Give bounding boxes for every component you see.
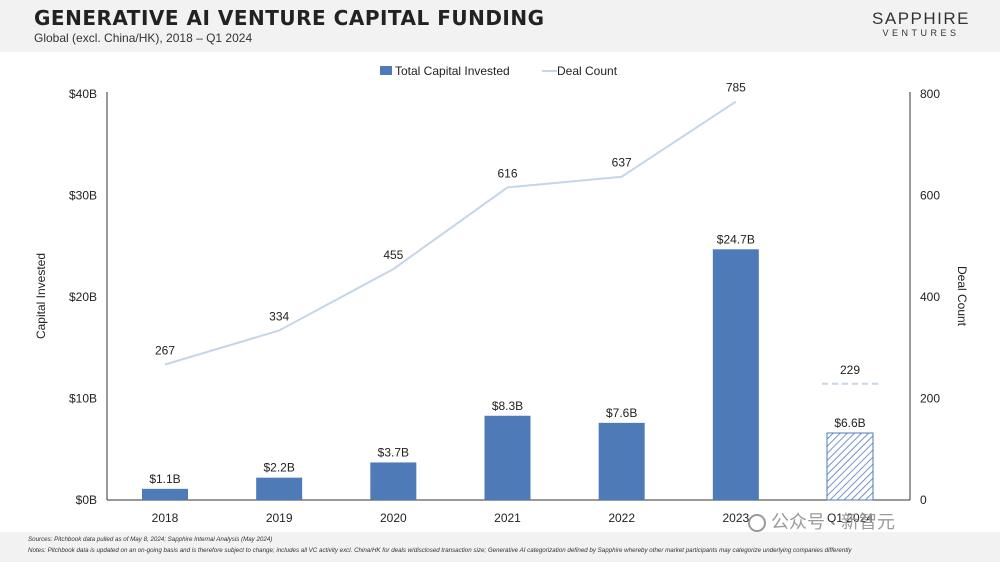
chart-subtitle: Global (excl. China/HK), 2018 – Q1 2024 xyxy=(34,31,253,45)
deal-count-label: 785 xyxy=(726,81,746,95)
x-tick-label: 2022 xyxy=(608,511,635,525)
sources-note: Sources: Pitchbook data pulled as of May… xyxy=(28,536,273,543)
deal-count-label: 616 xyxy=(497,166,517,180)
deal-count-label: 334 xyxy=(269,309,289,323)
y-tick-label: $30B xyxy=(69,189,97,203)
y2-tick-label: 600 xyxy=(920,189,940,203)
bar-capital xyxy=(370,462,417,500)
wechat-icon xyxy=(748,514,766,533)
bar-capital xyxy=(826,432,874,501)
bar-value-label: $24.7B xyxy=(717,232,755,246)
bar-capital xyxy=(256,477,303,500)
notes: Notes: Pitchbook data is updated on an o… xyxy=(28,547,852,554)
y2-tick-label: 400 xyxy=(920,290,940,304)
deal-count-label: 229 xyxy=(840,363,860,377)
legend: Total Capital Invested Deal Count xyxy=(380,64,618,78)
bar-capital xyxy=(598,422,645,500)
chart-svg: Total Capital Invested Deal Count Capita… xyxy=(34,64,969,525)
footer xyxy=(0,532,1000,562)
sapphire-logo: SAPPHIRE VENTURES xyxy=(872,9,970,38)
bar-capital xyxy=(712,249,759,500)
legend-capital-label: Total Capital Invested xyxy=(395,64,510,78)
x-tick-label: 2018 xyxy=(152,511,179,525)
x-tick-label: 2023 xyxy=(722,511,749,525)
y-tick-label: $10B xyxy=(69,392,97,406)
deal-count-line xyxy=(164,100,737,366)
bar-value-label: $3.7B xyxy=(378,445,409,459)
bar-value-label: $8.3B xyxy=(492,399,523,413)
bar-value-label: $1.1B xyxy=(149,472,180,486)
y-tick-label: $0B xyxy=(76,493,97,507)
x-tick-label: 2020 xyxy=(380,511,407,525)
bar-capital xyxy=(142,488,188,500)
deal-count-label: 455 xyxy=(383,248,403,262)
header: GENERATIVE AI VENTURE CAPITAL FUNDING Gl… xyxy=(0,0,1000,52)
y2-tick-label: 0 xyxy=(920,493,927,507)
logo-line2: VENTURES xyxy=(882,28,960,38)
logo-line1: SAPPHIRE xyxy=(872,9,970,28)
bar-value-label: $2.2B xyxy=(263,461,294,475)
y-axis-label: Capital Invested xyxy=(34,253,48,339)
y-tick-label: $20B xyxy=(69,290,97,304)
legend-deal-label: Deal Count xyxy=(557,64,618,78)
x-tick-label: 2019 xyxy=(266,511,293,525)
bar-value-label: $7.6B xyxy=(606,406,637,420)
legend-bar-swatch xyxy=(380,66,392,75)
deal-count-label: 267 xyxy=(155,343,175,357)
watermark: 公众号 · 新智元 xyxy=(748,508,895,534)
x-tick-label: 2021 xyxy=(494,511,521,525)
y-tick-label: $40B xyxy=(69,87,97,101)
deal-count-label: 637 xyxy=(612,156,632,170)
bar-capital xyxy=(484,415,531,500)
y2-tick-label: 800 xyxy=(920,87,940,101)
watermark-text: 公众号 · 新智元 xyxy=(771,512,895,532)
y2-axis-label: Deal Count xyxy=(955,266,969,327)
x-tick-label: Q1 2024 xyxy=(827,511,873,525)
bar-value-label: $6.6B xyxy=(834,416,865,430)
y2-tick-label: 200 xyxy=(920,392,940,406)
chart-title: GENERATIVE AI VENTURE CAPITAL FUNDING xyxy=(34,6,545,30)
